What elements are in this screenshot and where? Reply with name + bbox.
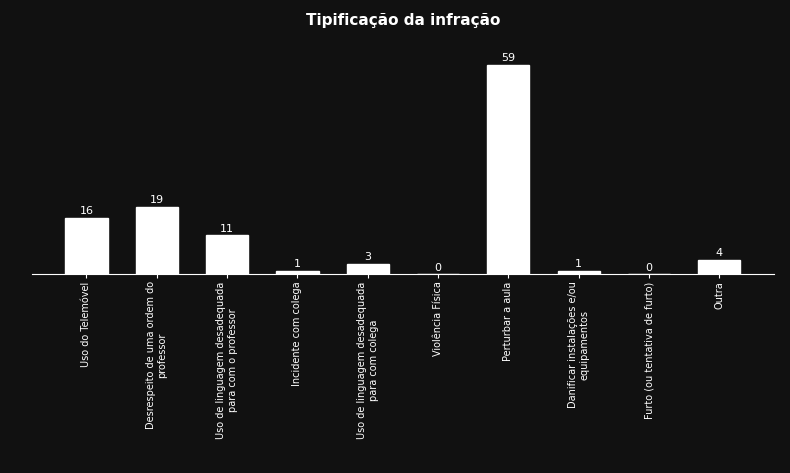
Text: 11: 11 bbox=[220, 224, 234, 234]
Bar bbox=[698, 260, 740, 274]
Bar bbox=[276, 271, 318, 274]
Text: 16: 16 bbox=[80, 206, 93, 216]
Text: 59: 59 bbox=[502, 53, 515, 63]
Text: 1: 1 bbox=[575, 259, 582, 269]
Text: 1: 1 bbox=[294, 259, 301, 269]
Text: 19: 19 bbox=[150, 195, 164, 205]
Title: Tipificação da infração: Tipificação da infração bbox=[306, 13, 500, 28]
Text: 3: 3 bbox=[364, 252, 371, 262]
Bar bbox=[136, 207, 178, 274]
Bar bbox=[66, 218, 107, 274]
Bar bbox=[347, 263, 389, 274]
Bar bbox=[206, 235, 248, 274]
Text: 4: 4 bbox=[716, 248, 723, 258]
Bar bbox=[558, 271, 600, 274]
Text: 0: 0 bbox=[435, 263, 442, 272]
Text: 0: 0 bbox=[645, 263, 653, 272]
Bar bbox=[487, 65, 529, 274]
